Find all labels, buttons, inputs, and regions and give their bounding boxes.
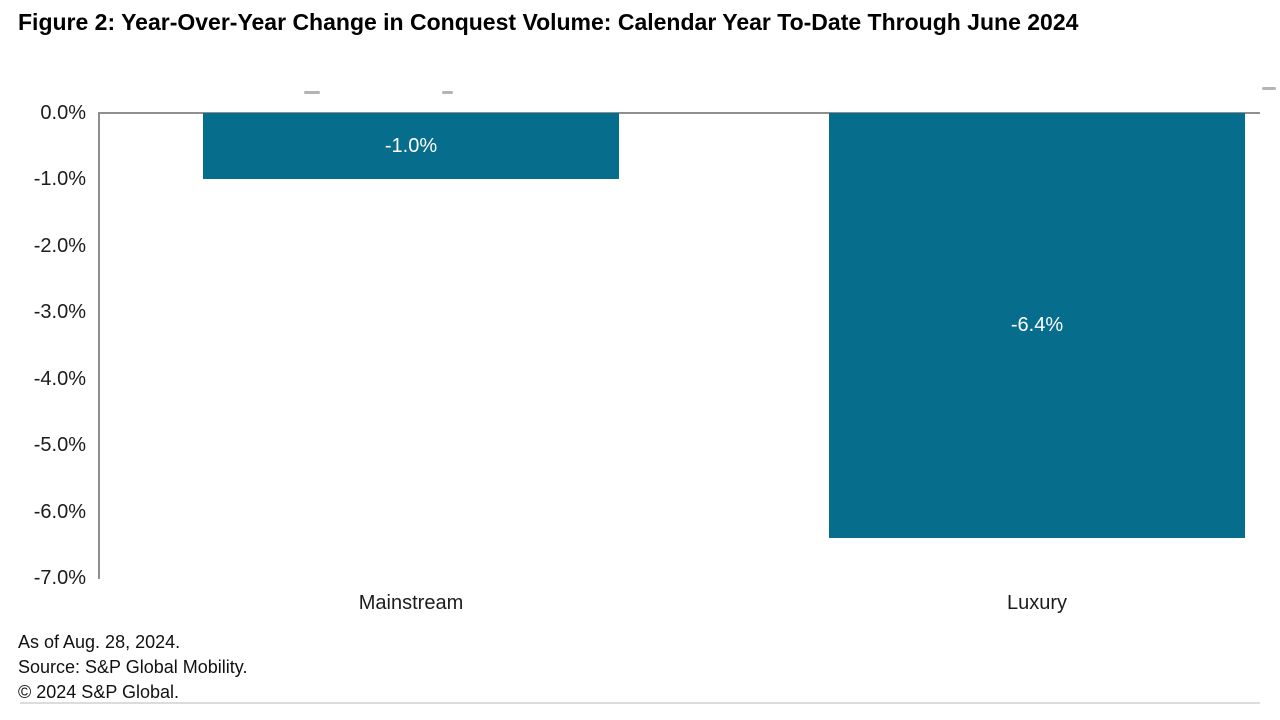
y-axis-tick-label: -6.0% (33, 500, 86, 523)
y-axis-tick-label: -7.0% (33, 567, 86, 589)
bar-value-label: -1.0% (384, 134, 438, 157)
y-axis-tick-label: 0.0% (40, 102, 86, 124)
bottom-divider (20, 702, 1260, 704)
y-axis-tick-label: -1.0% (33, 168, 86, 191)
stray-mark (442, 91, 453, 94)
bar-value-label: -6.4% (1010, 314, 1064, 336)
bar-mainstream: -1.0% (203, 113, 619, 179)
figure-title: Figure 2: Year-Over-Year Change in Conqu… (18, 9, 1079, 35)
x-axis-zero-line (98, 112, 1260, 114)
x-category-label-luxury: Luxury (1006, 592, 1068, 614)
y-axis-tick-label: -3.0% (33, 301, 86, 324)
stray-mark (1262, 87, 1276, 90)
stray-mark (304, 91, 320, 94)
bar-luxury: -6.4% (829, 113, 1245, 538)
chart-footnotes: As of Aug. 28, 2024. Source: S&P Global … (18, 630, 247, 705)
footnote-source: Source: S&P Global Mobility. (18, 657, 248, 677)
y-axis-tick-label: -4.0% (33, 367, 86, 390)
footnote-as-of: As of Aug. 28, 2024. (18, 632, 181, 652)
y-axis-tick-label: -5.0% (33, 434, 86, 457)
footnote-copyright: © 2024 S&P Global. (18, 682, 180, 702)
y-axis-tick-label: -2.0% (33, 234, 86, 257)
y-axis-line (98, 112, 100, 579)
x-category-label-mainstream: Mainstream (358, 592, 464, 614)
